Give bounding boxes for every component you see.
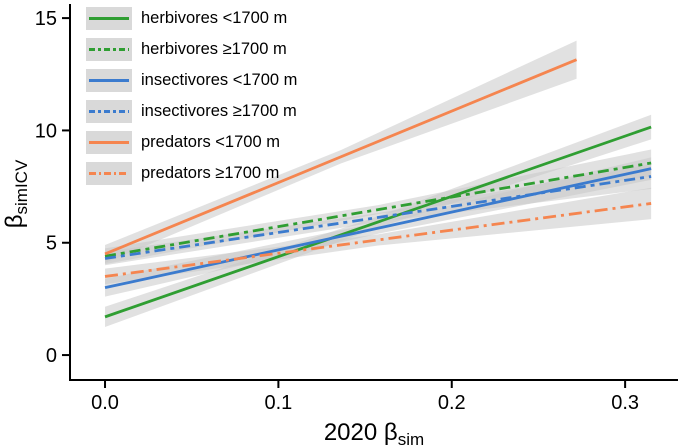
- legend-key-line: [86, 7, 132, 30]
- legend-label: insectivores ≥1700 m: [141, 102, 297, 120]
- legend-key-line: [86, 69, 132, 92]
- series-line: [104, 175, 652, 260]
- legend-label: herbivores ≥1700 m: [141, 40, 287, 58]
- series-line: [104, 167, 652, 290]
- x-tick-label: 0.1: [264, 392, 292, 414]
- legend-key-line: [86, 162, 132, 185]
- legend-label: insectivores <1700 m: [141, 71, 298, 89]
- legend-label: predators ≥1700 m: [141, 164, 280, 182]
- confidence-band: [105, 40, 577, 263]
- y-tick-label: 10: [35, 120, 57, 142]
- x-axis-title: 2020 βsim: [324, 419, 424, 446]
- series-line: [104, 125, 652, 319]
- legend-item: insectivores <1700 m: [86, 69, 297, 92]
- x-tick-label: 0.3: [611, 392, 639, 414]
- series-line: [104, 58, 578, 256]
- y-tick-label: 5: [46, 233, 57, 255]
- legend-key-line: [86, 100, 132, 123]
- legend-item: predators ≥1700 m: [86, 162, 297, 185]
- x-tick-label: 0.0: [91, 392, 119, 414]
- confidence-band: [105, 164, 652, 266]
- legend-item: predators <1700 m: [86, 131, 297, 154]
- legend-item: insectivores ≥1700 m: [86, 100, 297, 123]
- legend-key-line: [86, 38, 132, 61]
- legend-item: herbivores ≥1700 m: [86, 38, 297, 61]
- legend-item: herbivores <1700 m: [86, 7, 297, 30]
- legend-label: herbivores <1700 m: [141, 9, 288, 27]
- x-tick-label: 0.2: [438, 392, 466, 414]
- legend: herbivores <1700 m herbivores ≥1700 m in…: [86, 7, 297, 193]
- y-axis-title: βsimICV: [1, 159, 31, 228]
- legend-key-line: [86, 131, 132, 154]
- series-line: [104, 161, 652, 258]
- confidence-band: [105, 187, 652, 285]
- y-tick-label: 0: [46, 345, 57, 367]
- legend-label: predators <1700 m: [141, 133, 280, 151]
- y-tick-label: 15: [35, 8, 57, 30]
